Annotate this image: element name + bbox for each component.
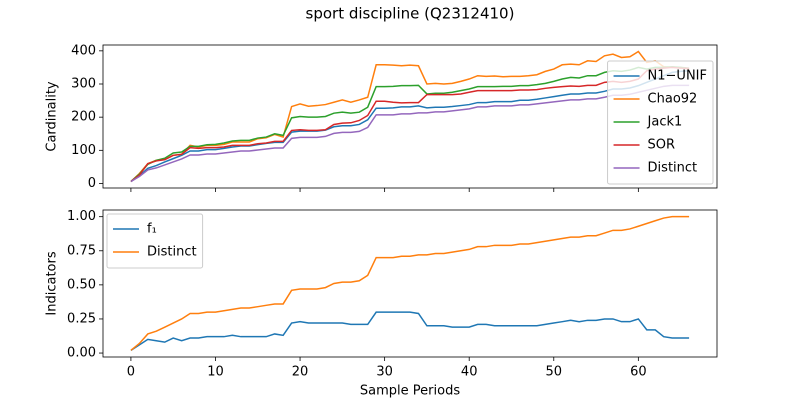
legend-label: Jack1: [647, 115, 683, 130]
y-tick-label: 0.25: [67, 311, 96, 326]
y-tick-label: 0.75: [67, 243, 96, 258]
legend-label: Distinct: [147, 245, 197, 260]
legend-label: Chao92: [648, 92, 698, 107]
y-tick-label: 300: [71, 77, 96, 92]
y-axis-label: Indicators: [45, 251, 60, 315]
y-tick-label: 0: [88, 176, 96, 191]
x-tick-label: 10: [207, 365, 224, 380]
y-axis-label: Cardinality: [45, 81, 60, 152]
series-line: [130, 215, 690, 351]
series-line: [130, 84, 690, 183]
x-tick-label: 60: [630, 365, 647, 380]
y-tick-label: 1.00: [67, 209, 96, 224]
series-line: [130, 311, 690, 351]
y-tick-label: 400: [71, 43, 96, 58]
x-tick-label: 30: [376, 365, 393, 380]
x-tick-label: 40: [461, 365, 478, 380]
legend-label: SOR: [648, 138, 676, 153]
y-tick-label: 200: [71, 110, 96, 125]
series-line: [130, 69, 690, 183]
series-line: [130, 50, 690, 183]
x-tick-label: 0: [127, 365, 135, 380]
y-tick-label: 0.50: [67, 277, 96, 292]
series-line: [130, 66, 690, 183]
x-tick-label: 50: [546, 365, 563, 380]
legend-box: [607, 60, 714, 185]
series-line: [130, 66, 690, 183]
axes-frame: [102, 209, 718, 358]
axes-frame: [102, 44, 718, 189]
x-axis-label: Sample Periods: [360, 384, 460, 399]
legend-box: [106, 213, 204, 269]
y-tick-label: 0.00: [67, 346, 96, 361]
legend-label: Distinct: [648, 161, 698, 176]
figure-title: sport discipline (Q2312410): [306, 5, 515, 23]
legend-label: N1−UNIF: [648, 69, 707, 84]
legend-label: f₁: [147, 222, 157, 237]
y-tick-label: 100: [71, 143, 96, 158]
x-tick-label: 20: [292, 365, 309, 380]
